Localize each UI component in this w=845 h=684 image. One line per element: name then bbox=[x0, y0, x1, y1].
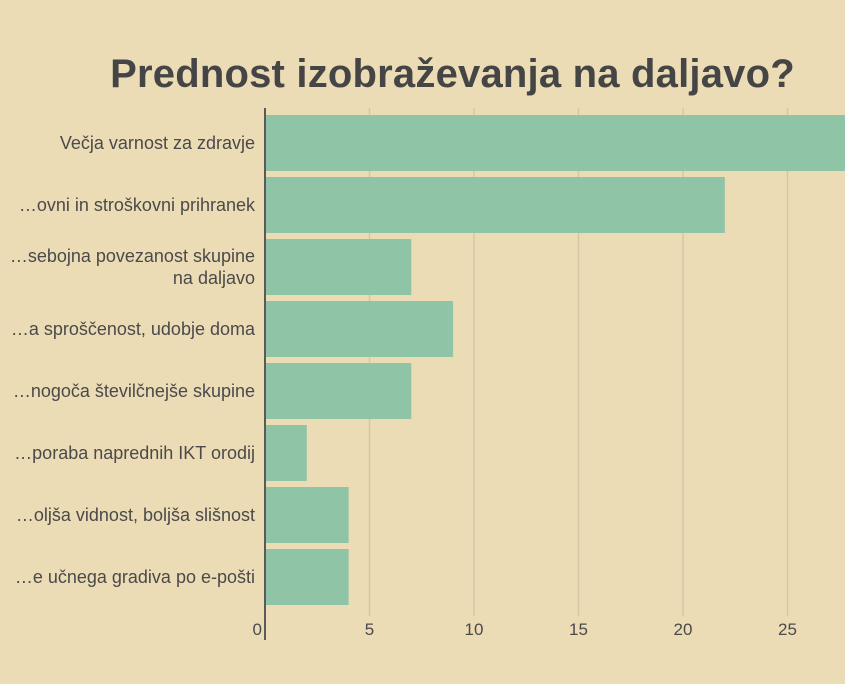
bar-3 bbox=[265, 301, 454, 357]
bar-2 bbox=[265, 239, 412, 295]
category-label-0: Večja varnost za zdravje bbox=[60, 133, 255, 153]
category-label-3: …a sproščenost, udobje doma bbox=[11, 319, 256, 339]
category-label-1: …ovni in stroškovni prihranek bbox=[19, 195, 256, 215]
bar-0 bbox=[265, 115, 845, 171]
bar-7 bbox=[265, 549, 349, 605]
x-tick-label-25: 25 bbox=[778, 620, 797, 639]
x-tick-label-10: 10 bbox=[465, 620, 484, 639]
chart-title: Prednost izobraževanja na daljavo? bbox=[110, 52, 795, 96]
x-tick-label-5: 5 bbox=[365, 620, 374, 639]
category-label-5: …poraba naprednih IKT orodij bbox=[14, 443, 255, 463]
category-label-7: …e učnega gradiva po e-pošti bbox=[15, 567, 255, 587]
bar-5 bbox=[265, 425, 307, 481]
bar-1 bbox=[265, 177, 725, 233]
category-label-2-line-0: …sebojna povezanost skupine bbox=[10, 246, 255, 266]
x-tick-label-20: 20 bbox=[674, 620, 693, 639]
category-label-6: …oljša vidnost, boljša slišnost bbox=[16, 505, 255, 525]
bar-6 bbox=[265, 487, 349, 543]
x-tick-label-15: 15 bbox=[569, 620, 588, 639]
category-label-2-line-1: na daljavo bbox=[173, 268, 255, 288]
x-tick-label-0: 0 bbox=[253, 620, 262, 639]
bar-4 bbox=[265, 363, 412, 419]
category-label-4: …nogoča številčnejše skupine bbox=[13, 381, 255, 401]
